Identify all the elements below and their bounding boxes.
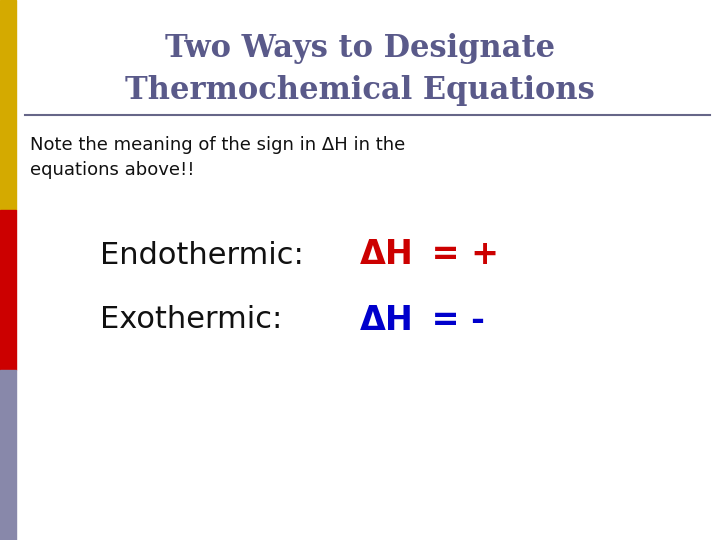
Text: = -: = - [420, 303, 485, 336]
Text: Two Ways to Designate: Two Ways to Designate [165, 32, 555, 64]
Text: ΔH: ΔH [360, 303, 414, 336]
Text: Note the meaning of the sign in ΔH in the: Note the meaning of the sign in ΔH in th… [30, 136, 405, 154]
Bar [0, 0, 16, 210]
Text: Endothermic:: Endothermic: [100, 240, 313, 269]
Text: equations above!!: equations above!! [30, 161, 194, 179]
Bar [0, 370, 16, 540]
Text: Thermochemical Equations: Thermochemical Equations [125, 75, 595, 105]
Text: Exothermic:: Exothermic: [100, 306, 292, 334]
Bar [0, 210, 16, 370]
Text: = +: = + [420, 239, 499, 272]
Text: ΔH: ΔH [360, 239, 414, 272]
